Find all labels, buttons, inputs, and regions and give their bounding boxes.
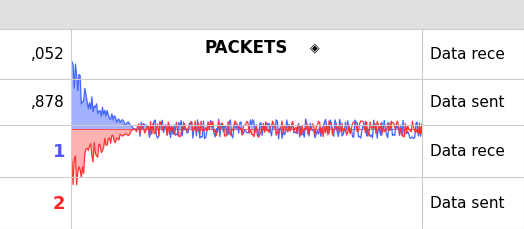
Text: PACKETS: PACKETS xyxy=(204,39,288,57)
Text: ,052: ,052 xyxy=(31,47,65,62)
Text: ◈: ◈ xyxy=(310,41,319,54)
Text: Data rece: Data rece xyxy=(430,144,505,159)
Text: ,878: ,878 xyxy=(31,95,65,110)
Text: 1: 1 xyxy=(52,142,65,160)
Text: Data sent: Data sent xyxy=(430,196,505,211)
Text: Data sent: Data sent xyxy=(430,95,505,110)
Text: Data rece: Data rece xyxy=(430,47,505,62)
Text: 2: 2 xyxy=(52,194,65,212)
